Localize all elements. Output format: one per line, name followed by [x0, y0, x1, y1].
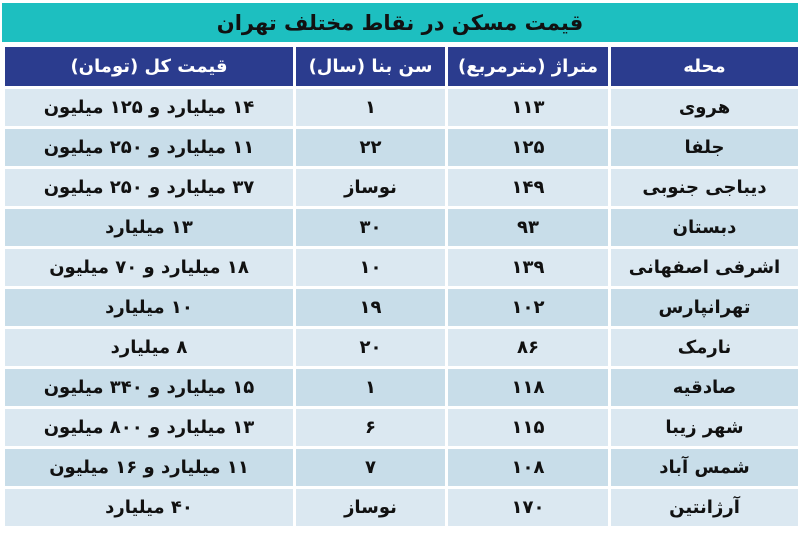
cell-building-age: نوساز: [293, 486, 448, 529]
table-row: جلفا ۱۲۵ ۲۲ ۱۱ میلیارد و ۲۵۰ میلیون: [2, 126, 800, 169]
cell-area: ۱۱۸: [445, 366, 611, 409]
cell-building-age: ۲۲: [293, 126, 448, 169]
cell-neighborhood: هروی: [608, 86, 800, 129]
cell-neighborhood: شمس آباد: [608, 446, 800, 489]
cell-neighborhood: نارمک: [608, 326, 800, 369]
table-row: اشرفی اصفهانی ۱۳۹ ۱۰ ۱۸ میلیارد و ۷۰ میلیون: [2, 246, 800, 289]
cell-building-age: ۱۹: [293, 286, 448, 329]
cell-area: ۱۰۸: [445, 446, 611, 489]
table-row: دیباجی جنوبی ۱۴۹ نوساز ۳۷ میلیارد و ۲۵۰ میل…: [2, 166, 800, 209]
table-row: شمس آباد ۱۰۸ ۷ ۱۱ میلیارد و ۱۶ میلیون: [2, 446, 800, 489]
cell-neighborhood: شهر زیبا: [608, 406, 800, 449]
cell-building-age: ۱۰: [293, 246, 448, 289]
cell-total-price: ۱۱ میلیارد و ۱۶ میلیون: [2, 446, 296, 489]
cell-area: ۹۳: [445, 206, 611, 249]
cell-total-price: ۱۳ میلیارد: [2, 206, 296, 249]
cell-building-age: ۶: [293, 406, 448, 449]
table-row: آرژانتین ۱۷۰ نوساز ۴۰ میلیارد: [2, 486, 800, 529]
header-neighborhood: محله: [608, 44, 800, 89]
header-area: متراژ (مترمربع): [445, 44, 611, 89]
table-row: شهر زیبا ۱۱۵ ۶ ۱۳ میلیارد و ۸۰۰ میلیون: [2, 406, 800, 449]
cell-area: ۱۱۳: [445, 86, 611, 129]
cell-building-age: ۱: [293, 366, 448, 409]
price-table-card: قیمت مسکن در نقاط مختلف تهران محله متراژ…: [2, 3, 800, 556]
cell-total-price: ۸ میلیارد: [2, 326, 296, 369]
cell-total-price: ۴۰ میلیارد: [2, 486, 296, 529]
cell-neighborhood: دیباجی جنوبی: [608, 166, 800, 209]
cell-total-price: ۱۸ میلیارد و ۷۰ میلیون: [2, 246, 296, 289]
cell-total-price: ۳۷ میلیارد و ۲۵۰ میلیون: [2, 166, 296, 209]
cell-total-price: ۱۳ میلیارد و ۸۰۰ میلیون: [2, 406, 296, 449]
cell-building-age: ۷: [293, 446, 448, 489]
cell-total-price: ۱۵ میلیارد و ۳۴۰ میلیون: [2, 366, 296, 409]
cell-area: ۸۶: [445, 326, 611, 369]
table-row: دبستان ۹۳ ۳۰ ۱۳ میلیارد: [2, 206, 800, 249]
cell-building-age: نوساز: [293, 166, 448, 209]
cell-building-age: ۲۰: [293, 326, 448, 369]
header-building-age: سن بنا (سال): [293, 44, 448, 89]
table-title: قیمت مسکن در نقاط مختلف تهران: [2, 3, 798, 44]
cell-area: ۱۷۰: [445, 486, 611, 529]
table-row: صادقیه ۱۱۸ ۱ ۱۵ میلیارد و ۳۴۰ میلیون: [2, 366, 800, 409]
housing-price-table: محله متراژ (مترمربع) سن بنا (سال) قیمت ک…: [2, 44, 800, 529]
cell-neighborhood: دبستان: [608, 206, 800, 249]
cell-total-price: ۱۰ میلیارد: [2, 286, 296, 329]
table-row: هروی ۱۱۳ ۱ ۱۴ میلیارد و ۱۲۵ میلیون: [2, 86, 800, 129]
cell-neighborhood: اشرفی اصفهانی: [608, 246, 800, 289]
cell-neighborhood: آرژانتین: [608, 486, 800, 529]
cell-total-price: ۱۱ میلیارد و ۲۵۰ میلیون: [2, 126, 296, 169]
cell-neighborhood: تهرانپارس: [608, 286, 800, 329]
table-row: تهرانپارس ۱۰۲ ۱۹ ۱۰ میلیارد: [2, 286, 800, 329]
cell-neighborhood: صادقیه: [608, 366, 800, 409]
cell-building-age: ۳۰: [293, 206, 448, 249]
cell-neighborhood: جلفا: [608, 126, 800, 169]
cell-area: ۱۰۲: [445, 286, 611, 329]
cell-building-age: ۱: [293, 86, 448, 129]
table-row: نارمک ۸۶ ۲۰ ۸ میلیارد: [2, 326, 800, 369]
cell-total-price: ۱۴ میلیارد و ۱۲۵ میلیون: [2, 86, 296, 129]
header-total-price: قیمت کل (تومان): [2, 44, 296, 89]
cell-area: ۱۱۵: [445, 406, 611, 449]
cell-area: ۱۳۹: [445, 246, 611, 289]
cell-area: ۱۲۵: [445, 126, 611, 169]
header-row: محله متراژ (مترمربع) سن بنا (سال) قیمت ک…: [2, 44, 800, 89]
cell-area: ۱۴۹: [445, 166, 611, 209]
